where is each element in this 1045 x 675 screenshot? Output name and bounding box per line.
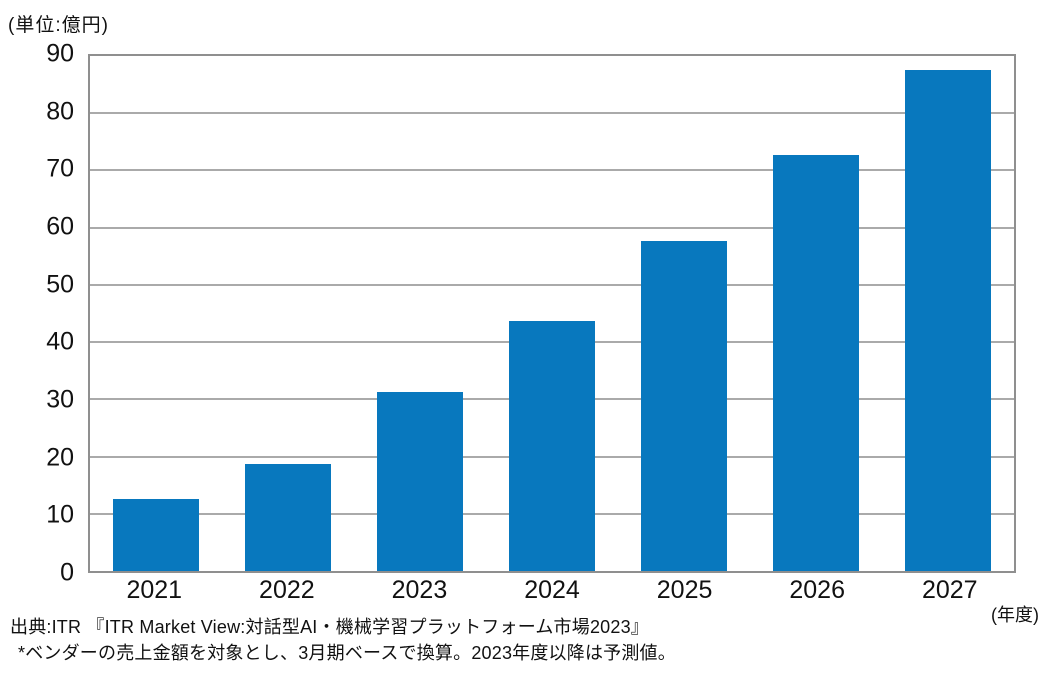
y-tick-label: 70: [46, 154, 74, 183]
bar-2024: [509, 320, 595, 571]
bar-2027: [905, 69, 991, 571]
y-tick-label: 10: [46, 500, 74, 529]
y-axis-unit-label: (単位:億円): [8, 15, 109, 36]
bar-2026: [773, 155, 859, 571]
y-axis-tick-labels: 0 10 20 30 40 50 60 70 80 90: [0, 41, 80, 585]
bar-2023: [377, 391, 463, 571]
y-tick-label: 30: [46, 385, 74, 414]
x-axis-unit-label: (年度): [991, 605, 1039, 625]
x-tick-label: 2024: [524, 576, 580, 604]
y-tick-label: 90: [46, 39, 74, 68]
bar-slot: [486, 56, 618, 571]
y-tick-label: 60: [46, 212, 74, 241]
bar-slot: [750, 56, 882, 571]
bar-2025: [641, 240, 727, 571]
x-tick-label: 2022: [259, 576, 315, 604]
x-tick-label: 2023: [391, 576, 448, 604]
source-line-1: 出典:ITR 『ITR Market View:対話型AI・機械学習プラットフォ…: [10, 617, 650, 637]
y-tick-label: 0: [60, 558, 74, 587]
bar-slot: [354, 56, 486, 571]
plot-area: [88, 54, 1016, 573]
bar-slot: [882, 56, 1014, 571]
x-tick-label: 2021: [126, 576, 183, 604]
bar-slot: [90, 56, 222, 571]
x-tick-label: 2027: [921, 576, 978, 604]
source-note: 出典:ITR 『ITR Market View:対話型AI・機械学習プラットフォ…: [10, 614, 676, 666]
y-tick-label: 80: [46, 97, 74, 126]
bar-2022: [245, 464, 331, 571]
source-line-2: *ベンダーの売上金額を対象とし、3月期ベースで換算。2023年度以降は予測値。: [18, 643, 676, 663]
x-tick-label: 2026: [789, 576, 845, 604]
x-axis-tick-labels: 2021 2022 2023 2024 2025 2026 2027: [88, 576, 1016, 604]
gridline: [90, 226, 1014, 229]
bar-2021: [113, 498, 199, 571]
y-tick-label: 50: [46, 270, 74, 299]
bar-slot: [618, 56, 750, 571]
x-tick-label: 2025: [656, 576, 713, 604]
gridline: [90, 169, 1014, 172]
y-tick-label: 40: [46, 327, 74, 356]
y-tick-label: 20: [46, 443, 74, 472]
bars: [90, 56, 1014, 571]
gridline: [90, 112, 1014, 115]
bar-slot: [222, 56, 354, 571]
gridline: [90, 283, 1014, 286]
